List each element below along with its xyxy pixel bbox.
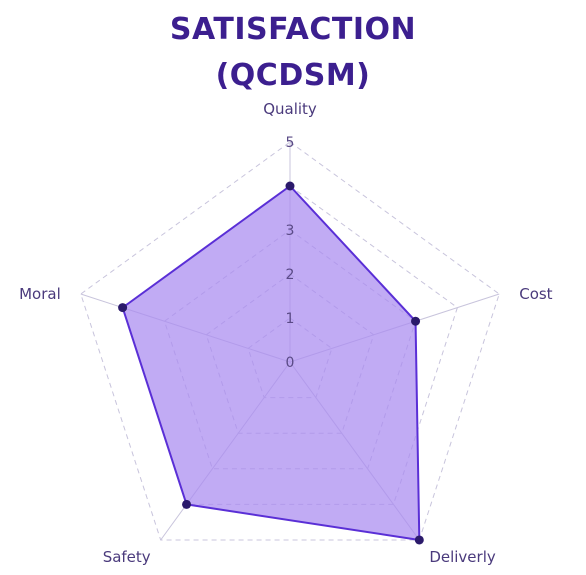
chart-title-line1: SATISFACTION <box>169 12 417 47</box>
data-point-deliverly <box>414 535 424 545</box>
data-point-quality <box>285 181 295 191</box>
tick-label-3: 3 <box>286 223 295 239</box>
series-layer <box>118 181 424 545</box>
tick-label-1: 1 <box>286 311 295 327</box>
tick-label-0: 0 <box>286 355 295 371</box>
axis-label-cost: Cost <box>519 285 552 303</box>
axis-label-moral: Moral <box>19 285 61 303</box>
axis-label-deliverly: Deliverly <box>429 548 496 566</box>
axis-label-safety: Safety <box>103 548 151 566</box>
tick-layer: 0 1 2 3 5 <box>286 135 295 371</box>
label-layer: Quality Cost Deliverly Safety Moral <box>19 100 553 566</box>
axis-label-quality: Quality <box>263 100 317 118</box>
data-point-safety <box>182 499 192 509</box>
data-point-moral <box>118 303 128 313</box>
series-area-0 <box>121 185 421 541</box>
tick-label-5: 5 <box>286 135 295 151</box>
tick-label-2: 2 <box>286 267 295 283</box>
chart-title-line2: (QCDSM) <box>215 58 371 93</box>
data-point-cost <box>411 316 421 326</box>
